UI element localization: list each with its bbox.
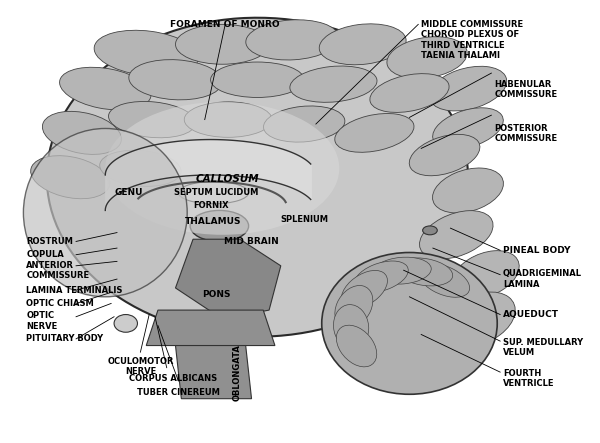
Text: AQUEDUCT: AQUEDUCT: [503, 310, 559, 319]
Text: CORPUS ALBICANS: CORPUS ALBICANS: [128, 374, 217, 383]
Ellipse shape: [419, 210, 493, 259]
Ellipse shape: [395, 258, 452, 286]
Ellipse shape: [387, 37, 467, 78]
Ellipse shape: [322, 253, 497, 394]
Ellipse shape: [94, 30, 199, 76]
Ellipse shape: [175, 24, 269, 64]
Ellipse shape: [433, 168, 503, 213]
Text: ROSTRUM: ROSTRUM: [26, 237, 73, 246]
Text: SEPTUM LUCIDUM: SEPTUM LUCIDUM: [174, 188, 259, 197]
Ellipse shape: [355, 261, 408, 292]
Ellipse shape: [422, 226, 437, 235]
Ellipse shape: [452, 251, 519, 299]
Text: FOURTH
VENTRICLE: FOURTH VENTRICLE: [503, 369, 554, 389]
Polygon shape: [175, 346, 251, 399]
Ellipse shape: [184, 102, 272, 137]
Ellipse shape: [319, 24, 406, 65]
Text: LAMINA TERMINALIS: LAMINA TERMINALIS: [26, 286, 122, 295]
Ellipse shape: [409, 134, 480, 176]
Ellipse shape: [410, 318, 479, 373]
Ellipse shape: [105, 102, 339, 235]
Text: PONS: PONS: [202, 290, 230, 299]
Ellipse shape: [47, 18, 468, 337]
Text: OBLONGATA: OBLONGATA: [232, 344, 241, 400]
Ellipse shape: [59, 67, 151, 110]
Ellipse shape: [418, 264, 470, 297]
Text: PINEAL BODY: PINEAL BODY: [503, 246, 571, 255]
Ellipse shape: [109, 101, 196, 138]
Text: QUADRIGEMINAL
LAMINA: QUADRIGEMINAL LAMINA: [503, 269, 582, 289]
Text: ANTERIOR
COMMISSURE: ANTERIOR COMMISSURE: [26, 260, 89, 280]
Ellipse shape: [373, 257, 431, 284]
Ellipse shape: [429, 66, 507, 111]
Ellipse shape: [335, 285, 373, 328]
Text: FORAMEN OF MONRO: FORAMEN OF MONRO: [170, 20, 280, 29]
Ellipse shape: [246, 20, 339, 60]
Ellipse shape: [31, 155, 110, 199]
Ellipse shape: [444, 292, 515, 346]
Text: SPLENIUM: SPLENIUM: [280, 215, 328, 224]
Text: TUBER CINEREUM: TUBER CINEREUM: [137, 388, 220, 396]
Text: THALAMUS: THALAMUS: [185, 217, 242, 226]
Ellipse shape: [190, 210, 248, 241]
Ellipse shape: [334, 305, 369, 349]
Text: HABENULAR
COMMISSURE: HABENULAR COMMISSURE: [494, 80, 557, 99]
Text: POSTERIOR
COMMISSURE: POSTERIOR COMMISSURE: [494, 124, 557, 144]
Ellipse shape: [178, 182, 248, 204]
Text: MID BRAIN: MID BRAIN: [224, 237, 279, 246]
Text: GENU: GENU: [115, 188, 143, 197]
Ellipse shape: [263, 106, 345, 142]
Ellipse shape: [341, 270, 388, 309]
Text: OPTIC CHIASM: OPTIC CHIASM: [26, 299, 94, 308]
Polygon shape: [146, 310, 275, 346]
Text: COPULA: COPULA: [26, 250, 64, 259]
Text: CALLOSUM: CALLOSUM: [195, 175, 259, 184]
Text: PITUITARY BODY: PITUITARY BODY: [26, 334, 103, 343]
Ellipse shape: [114, 315, 137, 332]
Ellipse shape: [100, 150, 181, 187]
Polygon shape: [175, 239, 281, 319]
Text: FORNIX: FORNIX: [193, 202, 229, 210]
Text: SUP. MEDULLARY
VELUM: SUP. MEDULLARY VELUM: [503, 338, 583, 358]
Ellipse shape: [337, 325, 377, 367]
Ellipse shape: [211, 62, 304, 97]
Ellipse shape: [335, 113, 414, 152]
Ellipse shape: [43, 111, 121, 155]
Text: OPTIC
NERVE: OPTIC NERVE: [26, 311, 58, 331]
Ellipse shape: [23, 128, 187, 297]
Text: MIDDLE COMMISSURE
CHOROID PLEXUS OF
THIRD VENTRICLE
TAENIA THALAMI: MIDDLE COMMISSURE CHOROID PLEXUS OF THIR…: [421, 20, 523, 60]
Ellipse shape: [290, 66, 377, 102]
Ellipse shape: [433, 108, 503, 149]
Ellipse shape: [370, 74, 449, 113]
Ellipse shape: [129, 60, 222, 100]
Text: OCULOMOTOR
NERVE: OCULOMOTOR NERVE: [107, 357, 173, 376]
